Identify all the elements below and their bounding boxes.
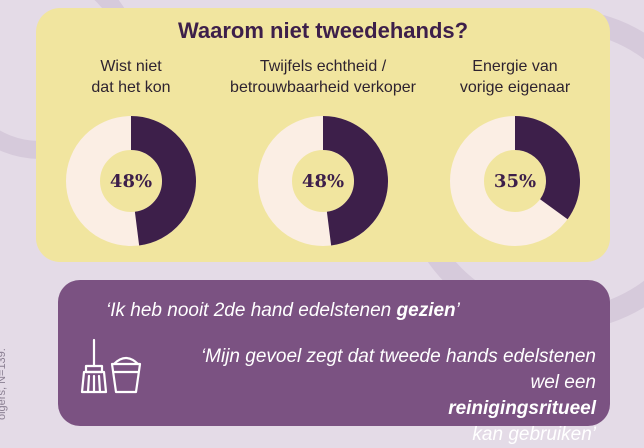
chart-panel: Waarom niet tweedehands? Wist niet dat h… — [36, 8, 610, 262]
quote-2: ‘Mijn gevoel zegt dat tweede hands edels… — [200, 346, 596, 445]
donut-3-value-arc — [514, 116, 580, 220]
broom-bucket-icon — [80, 338, 142, 394]
quotes-panel: ‘Ik heb nooit 2de hand edelstenen gezien… — [58, 280, 610, 445]
donut-column-1: Wist niet dat het kon 48% — [36, 56, 226, 256]
donut-3-value-label: 35% — [494, 171, 536, 192]
donut-chart-3: 35% — [450, 116, 580, 246]
donut-1-value-arc — [130, 116, 196, 246]
source-note: olgers, N=139. — [0, 348, 8, 420]
donut-label-2: Twijfels echtheid / betrouwbaarheid verk… — [230, 58, 416, 96]
donut-column-2: Twijfels echtheid / betrouwbaarheid verk… — [228, 56, 418, 256]
donut-label-1: Wist niet dat het kon — [91, 58, 171, 96]
donut-2-value-arc — [322, 116, 388, 246]
donut-column-3: Energie van vorige eigenaar 35% — [420, 56, 610, 256]
donut-chart-1: 48% — [66, 116, 196, 246]
quote-1: ‘Ik heb nooit 2de hand edelstenen gezien… — [106, 300, 460, 321]
donut-chart-2: 48% — [258, 116, 388, 246]
page-title: Waarom niet tweedehands? — [177, 18, 469, 43]
donut-1-value-label: 48% — [110, 171, 152, 192]
donut-2-value-label: 48% — [302, 171, 344, 192]
donut-label-3: Energie van vorige eigenaar — [459, 58, 571, 96]
